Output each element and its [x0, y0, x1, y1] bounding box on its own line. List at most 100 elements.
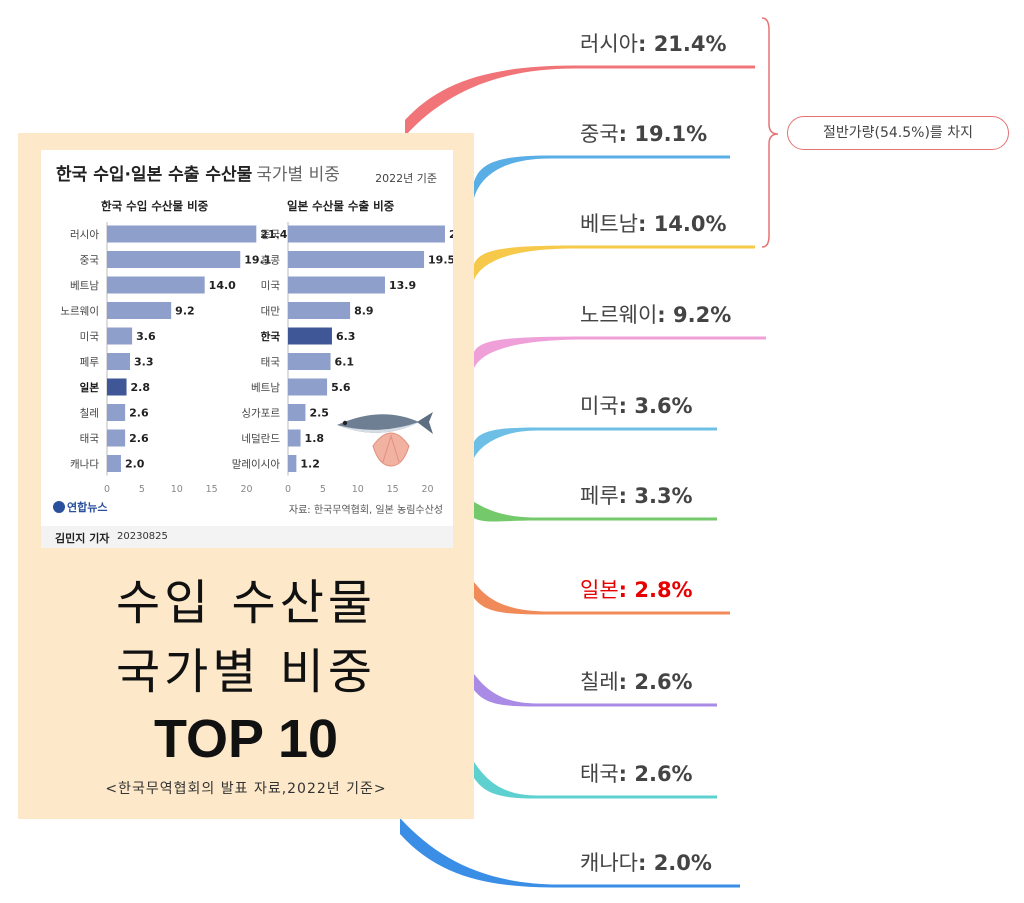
- chart-bar: [107, 353, 131, 370]
- branch-value: 9.2%: [673, 303, 732, 327]
- infographic: 러시아 21.4% 중국 19.1 베트남 14.0 노르웨이 9.2 미국 3.6 페루 3.3 일본…: [41, 150, 453, 548]
- branch-value: 3.3%: [634, 484, 693, 508]
- chart-bar: [107, 378, 127, 396]
- bracket-note: 절반가량(54.5%)를 차지: [787, 116, 1009, 150]
- branch-value: 2.0%: [653, 851, 712, 875]
- branch-5: [474, 502, 717, 522]
- chart-category-label: 태국: [80, 433, 100, 445]
- branch-value: 21.4%: [653, 32, 727, 56]
- chart-bar: [107, 404, 126, 421]
- chart-bar: [288, 455, 297, 472]
- chart-value-label: 2.6: [129, 432, 149, 445]
- chart-category-label: 대만: [261, 306, 281, 318]
- chart-category-label: 일본: [80, 381, 100, 394]
- chart-bar: [288, 378, 328, 396]
- branch-country: 일본: [580, 578, 619, 602]
- yonhap-logo: 연합뉴스: [53, 499, 107, 515]
- chart-value-label: 1.8: [305, 432, 325, 445]
- branch-label-6: 일본: 2.8%: [580, 574, 693, 604]
- branch-country: 페루: [580, 484, 619, 508]
- chart-bar: [107, 276, 205, 294]
- branch-separator: :: [637, 212, 654, 236]
- center-title-line2: 국가별 비중: [115, 644, 377, 700]
- chart-title-japan-exports: 일본 수산물 수출 비중: [287, 199, 395, 213]
- branch-separator: :: [618, 670, 635, 694]
- branch-value: 2.6%: [634, 762, 693, 786]
- branch-label-7: 칠레: 2.6%: [580, 666, 693, 696]
- chart-value-label: 1.2: [300, 458, 320, 471]
- chart-value-label: 14.0: [209, 279, 236, 292]
- chart-category-label: 중국: [80, 255, 100, 267]
- chart-bar: [288, 429, 301, 447]
- author: 김민지 기자: [55, 532, 110, 545]
- fish-scallop-icon: [337, 412, 433, 467]
- chart-value-label: 5.6: [331, 381, 351, 394]
- branch-value: 3.6%: [634, 394, 693, 418]
- infographic-footer: 김민지 기자 20230825: [41, 526, 453, 548]
- branch-country: 캐나다: [580, 851, 638, 875]
- infographic-title: 한국 수입·일본 수출 수산물 국가별 비중: [56, 165, 340, 185]
- branch-country: 베트남: [580, 212, 638, 236]
- chart-category-label: 말레이시아: [232, 459, 281, 471]
- chart-category-label: 캐나다: [70, 459, 99, 471]
- chart-value-label: 2.6: [129, 407, 149, 420]
- chart-bar: [107, 327, 133, 345]
- chart-tick-label: 20: [421, 484, 433, 495]
- chart-category-label: 미국: [80, 331, 100, 343]
- chart-tick-label: 10: [171, 484, 183, 495]
- logo-mark-icon: [53, 501, 65, 513]
- chart-value-label: 8.9: [354, 305, 374, 318]
- chart-tick-label: 0: [104, 484, 110, 495]
- chart-category-label: 칠레: [80, 408, 99, 420]
- chart-tick-label: 20: [240, 484, 252, 495]
- chart-category-label: 중국: [261, 229, 281, 241]
- chart-value-label: 19.5: [428, 254, 453, 267]
- branch-8: [474, 762, 717, 799]
- branch-label-3: 노르웨이: 9.2%: [580, 299, 731, 329]
- branch-6: [474, 582, 730, 615]
- branch-4: [474, 427, 717, 458]
- branch-separator: :: [618, 578, 635, 602]
- branch-3: [474, 336, 766, 368]
- chart-value-label: 9.2: [175, 305, 195, 318]
- chart-bar: [288, 302, 351, 319]
- chart-tick-label: 5: [320, 484, 326, 495]
- chart-category-label: 태국: [261, 357, 281, 369]
- branch-separator: :: [618, 762, 635, 786]
- publish-date: 20230825: [117, 531, 168, 542]
- chart-category-label: 베트남: [70, 280, 99, 292]
- chart-category-label: 러시아: [70, 229, 99, 241]
- chart-category-label: 네덜란드: [241, 433, 280, 445]
- chart-value-label: 22.5%: [449, 228, 453, 241]
- branch-country: 중국: [580, 122, 619, 146]
- chart-value-label: 3.3: [134, 356, 154, 369]
- chart-value-label: 6.1: [335, 356, 355, 369]
- chart-category-label: 홍콩: [261, 254, 281, 267]
- chart-bar: [107, 429, 126, 447]
- chart-category-label: 한국: [261, 330, 281, 343]
- branch-separator: :: [618, 122, 635, 146]
- branch-1: [474, 155, 730, 198]
- chart-category-label: 노르웨이: [60, 306, 99, 318]
- chart-bar: [288, 225, 445, 243]
- chart-title-korea-imports: 한국 수입 수산물 비중: [101, 199, 209, 213]
- chart-bar: [107, 251, 241, 268]
- chart-bar: [288, 353, 331, 370]
- chart-bar: [107, 225, 257, 243]
- branch-country: 노르웨이: [580, 303, 658, 327]
- chart-tick-label: 5: [139, 484, 145, 495]
- chart-tick-label: 15: [387, 484, 399, 495]
- branch-separator: :: [618, 484, 635, 508]
- branch-value: 2.6%: [634, 670, 693, 694]
- branch-2: [474, 245, 755, 280]
- chart-bar: [107, 455, 121, 472]
- center-title-top10: TOP 10: [153, 709, 339, 769]
- chart-value-label: 2.0: [125, 458, 145, 471]
- center-title-line1: 수입 수산물: [115, 575, 377, 631]
- chart-value-label: 6.3: [336, 330, 356, 343]
- branch-label-2: 베트남: 14.0%: [580, 208, 727, 238]
- chart-value-label: 3.6: [136, 330, 156, 343]
- chart-category-label: 미국: [261, 280, 281, 292]
